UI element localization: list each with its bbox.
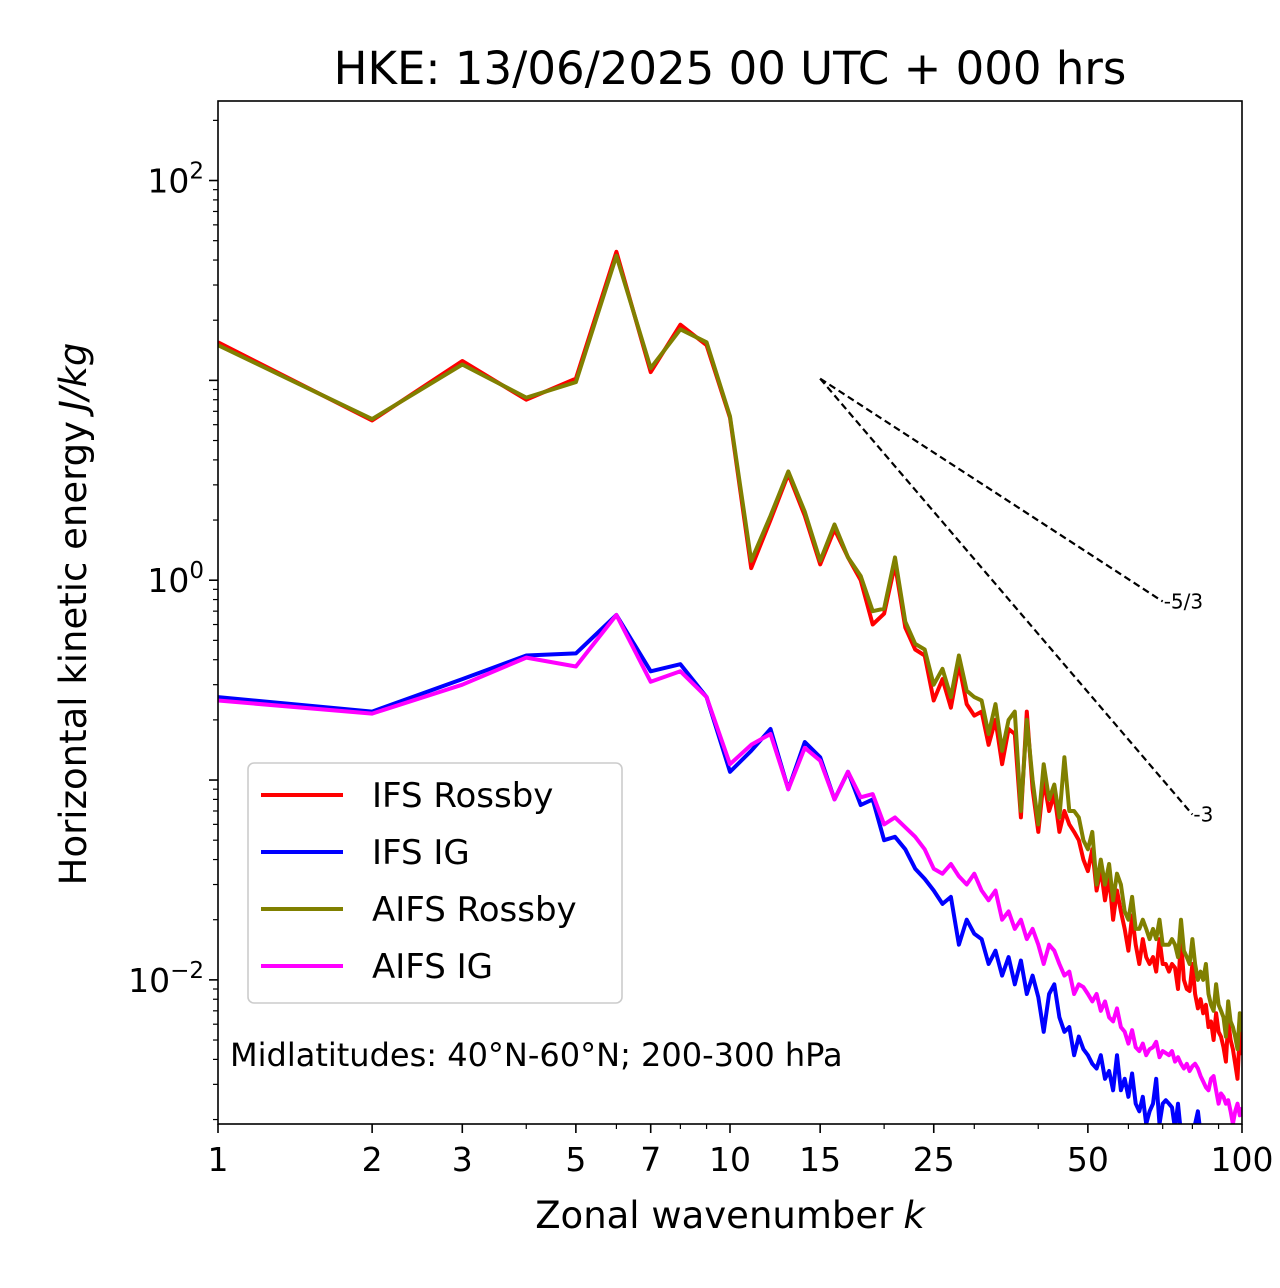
y-axis-label: Horizontal kinetic energyJ/kg — [52, 343, 95, 886]
legend-box — [247, 762, 623, 1004]
x-tick-label: 7 — [640, 1140, 661, 1179]
slope-label-1: -5/3 — [1164, 589, 1203, 613]
x-axis-label-var: k — [903, 1194, 926, 1237]
y-axis-label-unit: J/kg — [52, 343, 95, 418]
y-tick-label: 10−2 — [128, 958, 204, 1000]
y-axis-label-text: Horizontal kinetic energy — [52, 421, 95, 885]
slope-line-1 — [819, 377, 1164, 603]
x-tick-label: 10 — [709, 1140, 751, 1179]
chart-title: HKE: 13/06/2025 00 UTC + 000 hrs — [334, 42, 1127, 95]
series-line-4 — [218, 613, 1242, 1124]
legend-label-2: IFS IG — [372, 833, 470, 873]
x-tick-label: 3 — [452, 1140, 473, 1179]
region-annotation: Midlatitudes: 40°N-60°N; 200-300 hPa — [230, 1036, 843, 1074]
x-tick-label: 1 — [208, 1140, 229, 1179]
x-tick-label: 5 — [565, 1140, 586, 1179]
x-axis-ticks: 1 2 3 5 7 10 15 25 50 100 — [208, 1124, 1274, 1179]
x-tick-label: 15 — [799, 1140, 841, 1179]
series-line-3 — [218, 253, 1242, 1052]
legend-label-4: AIFS IG — [372, 947, 493, 987]
y-tick-label: 102 — [147, 159, 204, 201]
x-tick-label: 50 — [1067, 1140, 1109, 1179]
x-tick-label: 100 — [1211, 1140, 1274, 1179]
legend-label-3: AIFS Rossby — [372, 890, 577, 930]
x-axis-label-text: Zonal wavenumber — [535, 1194, 894, 1237]
y-tick-label: 100 — [147, 558, 204, 600]
y-axis-ticks: 10−2 100 102 — [128, 119, 218, 1121]
slope-label-2: -3 — [1193, 802, 1213, 826]
series-layer — [218, 249, 1242, 1124]
slope-line-2 — [819, 377, 1194, 816]
x-tick-label: 2 — [362, 1140, 383, 1179]
reference-slopes: -5/3 -3 — [819, 377, 1213, 826]
x-tick-label: 25 — [913, 1140, 955, 1179]
x-axis-label: Zonal wavenumber k — [535, 1194, 926, 1237]
legend: IFS Rossby IFS IG AIFS Rossby AIFS IG — [247, 762, 623, 1004]
legend-label-1: IFS Rossby — [372, 776, 553, 816]
